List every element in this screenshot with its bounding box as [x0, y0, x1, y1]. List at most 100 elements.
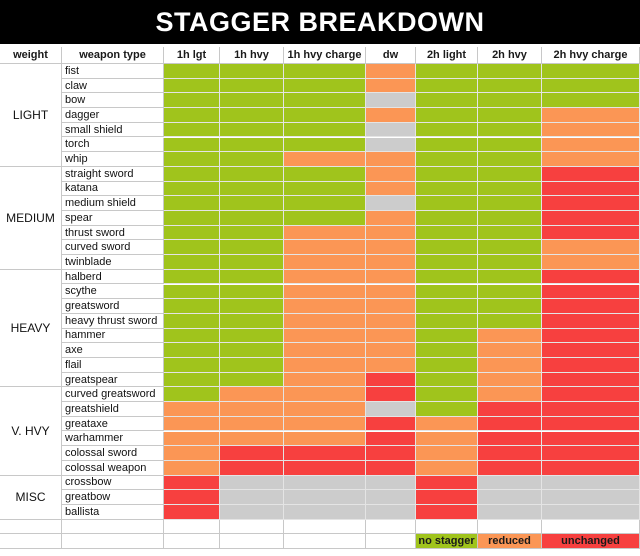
- header-2h-light: 2h light: [416, 47, 478, 64]
- stagger-cell: [478, 137, 542, 153]
- weapon-label: curved greatsword: [62, 387, 164, 403]
- stagger-cell: [478, 328, 542, 344]
- stagger-cell: [164, 152, 220, 167]
- stagger-cell: [366, 196, 416, 211]
- stagger-cell: [542, 343, 640, 358]
- stagger-cell: [478, 460, 542, 476]
- stagger-cell: [416, 490, 478, 505]
- stagger-cell: [366, 446, 416, 461]
- stagger-cell: [284, 255, 366, 270]
- weapon-label: colossal weapon: [62, 460, 164, 476]
- stagger-cell: [416, 240, 478, 256]
- stagger-cell: [366, 152, 416, 167]
- blank-cell: [542, 519, 640, 535]
- stagger-cell: [542, 225, 640, 241]
- stagger-cell: [478, 93, 542, 109]
- stagger-cell: [416, 152, 478, 167]
- header-2h-hvy-charge: 2h hvy charge: [542, 47, 640, 64]
- stagger-cell: [164, 402, 220, 417]
- stagger-cell: [416, 181, 478, 197]
- stagger-cell: [366, 416, 416, 432]
- stagger-cell: [542, 328, 640, 344]
- stagger-cell: [478, 446, 542, 461]
- stagger-cell: [542, 505, 640, 520]
- stagger-cell: [542, 402, 640, 417]
- stagger-cell: [220, 166, 284, 182]
- stagger-cell: [478, 299, 542, 314]
- stagger-cell: [220, 137, 284, 153]
- blank-cell: [366, 519, 416, 535]
- weapon-label: heavy thrust sword: [62, 313, 164, 329]
- stagger-cell: [542, 416, 640, 432]
- stagger-cell: [220, 358, 284, 373]
- weapon-label: torch: [62, 137, 164, 153]
- stagger-cell: [284, 64, 366, 79]
- stagger-cell: [416, 387, 478, 403]
- stagger-cell: [164, 446, 220, 461]
- stagger-cell: [220, 152, 284, 167]
- stagger-cell: [164, 475, 220, 491]
- stagger-cell: [478, 225, 542, 241]
- stagger-cell: [284, 431, 366, 447]
- stagger-cell: [220, 299, 284, 314]
- group-label-misc: MISC: [0, 475, 62, 520]
- stagger-cell: [366, 431, 416, 447]
- stagger-cell: [542, 152, 640, 167]
- stagger-cell: [284, 358, 366, 373]
- stagger-cell: [416, 64, 478, 79]
- stagger-cell: [220, 372, 284, 388]
- stagger-cell: [284, 475, 366, 491]
- stagger-cell: [542, 108, 640, 123]
- stagger-cell: [542, 78, 640, 94]
- stagger-cell: [164, 490, 220, 505]
- stagger-cell: [284, 343, 366, 358]
- stagger-cell: [478, 343, 542, 358]
- stagger-cell: [220, 328, 284, 344]
- stagger-cell: [478, 431, 542, 447]
- stagger-cell: [164, 299, 220, 314]
- stagger-cell: [220, 402, 284, 417]
- weapon-label: halberd: [62, 269, 164, 285]
- stagger-cell: [542, 269, 640, 285]
- stagger-cell: [478, 505, 542, 520]
- stagger-cell: [366, 372, 416, 388]
- header-2h-hvy: 2h hvy: [478, 47, 542, 64]
- stagger-cell: [164, 137, 220, 153]
- stagger-cell: [416, 475, 478, 491]
- stagger-cell: [220, 196, 284, 211]
- stagger-cell: [284, 372, 366, 388]
- header-1h-hvy: 1h hvy: [220, 47, 284, 64]
- stagger-cell: [542, 181, 640, 197]
- stagger-cell: [416, 166, 478, 182]
- stagger-cell: [366, 137, 416, 153]
- stagger-cell: [164, 328, 220, 344]
- stagger-cell: [284, 240, 366, 256]
- stagger-cell: [542, 475, 640, 491]
- stagger-cell: [416, 284, 478, 300]
- stagger-cell: [542, 446, 640, 461]
- weapon-label: katana: [62, 181, 164, 197]
- stagger-cell: [284, 108, 366, 123]
- stagger-cell: [542, 313, 640, 329]
- stagger-cell: [366, 108, 416, 123]
- stagger-cell: [220, 93, 284, 109]
- stagger-cell: [542, 490, 640, 505]
- stagger-cell: [416, 108, 478, 123]
- stagger-cell: [164, 196, 220, 211]
- stagger-cell: [164, 460, 220, 476]
- weapon-label: greatspear: [62, 372, 164, 388]
- weapon-label: small shield: [62, 122, 164, 138]
- stagger-cell: [542, 255, 640, 270]
- blank-cell: [220, 534, 284, 550]
- stagger-cell: [220, 225, 284, 241]
- weapon-label: greataxe: [62, 416, 164, 432]
- stagger-cell: [478, 196, 542, 211]
- blank-cell: [62, 519, 164, 535]
- stagger-cell: [366, 181, 416, 197]
- stagger-cell: [366, 225, 416, 241]
- stagger-cell: [416, 137, 478, 153]
- stagger-cell: [478, 255, 542, 270]
- stagger-cell: [366, 78, 416, 94]
- blank-cell: [284, 534, 366, 550]
- stagger-cell: [416, 446, 478, 461]
